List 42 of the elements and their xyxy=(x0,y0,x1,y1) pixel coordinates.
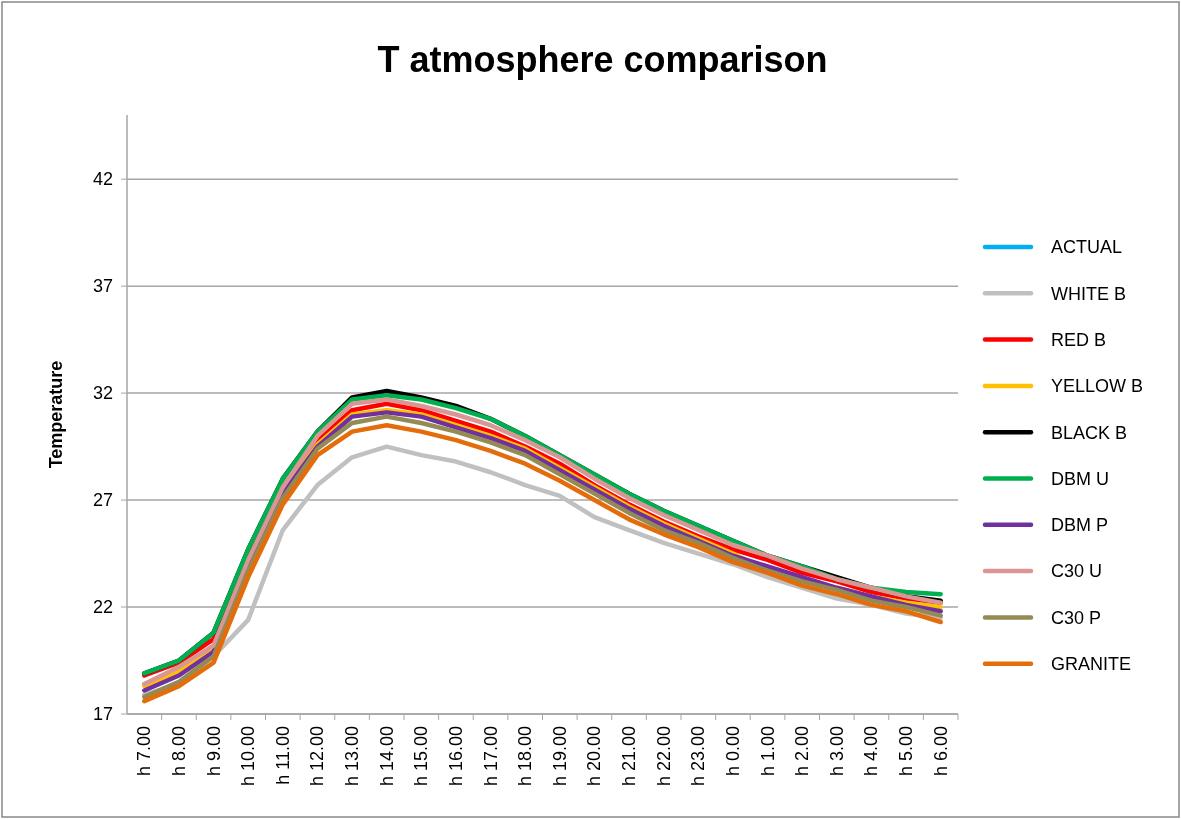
y-tick-label: 17 xyxy=(92,704,113,725)
x-tick-label: h 9.00 xyxy=(203,726,224,777)
x-tick-label: h 5.00 xyxy=(896,726,917,777)
x-tick-label: h 18.00 xyxy=(515,726,536,787)
x-tick-label: h 11.00 xyxy=(272,726,293,785)
x-tick-label: h 23.00 xyxy=(688,726,709,787)
legend-label: DBM U xyxy=(1051,468,1109,489)
legend-label: C30 U xyxy=(1051,561,1103,582)
x-tick-label: h 4.00 xyxy=(861,726,882,777)
legend-label: WHITE B xyxy=(1051,283,1126,304)
legend-label: DBM P xyxy=(1051,515,1109,536)
y-axis-title: Temperature xyxy=(46,360,66,469)
x-tick-label: h 8.00 xyxy=(168,726,189,777)
y-tick-label: 22 xyxy=(92,597,113,618)
legend-label: GRANITE xyxy=(1051,654,1132,674)
x-tick-label: h 13.00 xyxy=(342,726,363,787)
x-tick-label: h 16.00 xyxy=(445,726,466,787)
x-tick-label: h 2.00 xyxy=(792,726,813,777)
y-tick-label: 32 xyxy=(92,383,113,404)
x-tick-label: h 15.00 xyxy=(411,726,432,787)
legend-label: BLACK B xyxy=(1051,422,1128,443)
x-tick-label: h 19.00 xyxy=(549,726,570,787)
x-tick-label: h 21.00 xyxy=(619,726,640,787)
x-tick-label: h 14.00 xyxy=(376,726,397,787)
x-tick-label: h 22.00 xyxy=(653,726,674,787)
x-tick-label: h 17.00 xyxy=(480,726,501,787)
legend-label: ACTUAL xyxy=(1051,237,1123,258)
chart-title: T atmosphere comparison xyxy=(377,39,828,80)
y-tick-label: 27 xyxy=(92,490,113,511)
x-tick-label: h 7.00 xyxy=(134,726,155,777)
x-tick-label: h 6.00 xyxy=(930,726,951,777)
legend-label: YELLOW B xyxy=(1051,376,1144,397)
y-tick-label: 42 xyxy=(92,169,113,190)
y-tick-label: 37 xyxy=(92,276,113,297)
x-tick-label: h 10.00 xyxy=(238,726,259,787)
x-tick-label: h 20.00 xyxy=(584,726,605,787)
x-tick-label: h 3.00 xyxy=(826,726,847,777)
x-tick-label: h 12.00 xyxy=(307,726,328,787)
legend-label: RED B xyxy=(1051,329,1107,350)
x-tick-label: h 0.00 xyxy=(722,726,743,777)
legend-label: C30 P xyxy=(1051,607,1102,628)
x-tick-label: h 1.00 xyxy=(757,726,778,777)
